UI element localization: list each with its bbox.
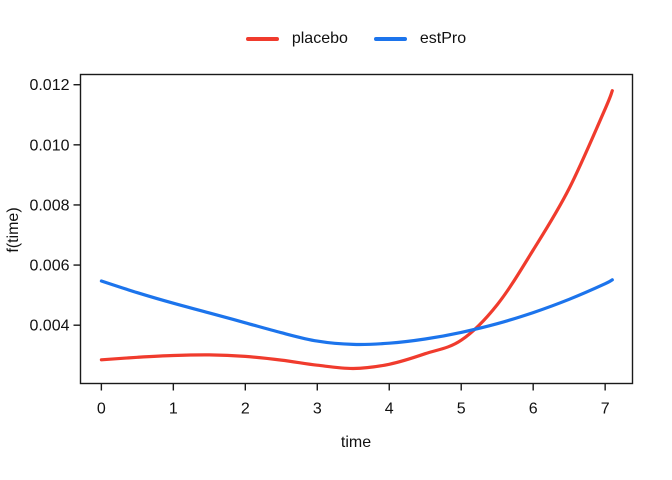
x-tick-label: 2 — [241, 401, 250, 418]
x-tick-label: 5 — [457, 401, 466, 418]
x-tick-label: 7 — [601, 401, 610, 418]
y-axis-label: f(time) — [5, 207, 22, 253]
x-axis-label: time — [340, 434, 372, 451]
y-tick-label: 0.012 — [29, 77, 69, 94]
estpro-line-swatch — [373, 37, 407, 41]
legend-item-estpro: estPro — [373, 30, 467, 47]
y-tick-label: 0.008 — [29, 197, 69, 214]
legend: placebo estPro — [80, 28, 632, 50]
estPro-curve — [99, 278, 614, 347]
x-tick-label: 6 — [529, 401, 538, 418]
placebo-line-swatch — [245, 37, 279, 41]
legend-item-placebo: placebo — [245, 30, 348, 47]
x-tick-label: 1 — [169, 401, 178, 418]
y-tick-label: 0.006 — [29, 258, 69, 275]
placebo-curve — [99, 89, 614, 371]
legend-label-estpro: estPro — [419, 30, 467, 47]
x-tick-label: 4 — [385, 401, 394, 418]
y-tick-label: 0.010 — [29, 137, 69, 154]
y-tick-label: 0.004 — [29, 318, 69, 335]
x-tick-label: 3 — [313, 401, 322, 418]
plot-box — [79, 73, 634, 385]
legend-label-placebo: placebo — [291, 30, 348, 47]
x-tick-label: 0 — [97, 401, 106, 418]
